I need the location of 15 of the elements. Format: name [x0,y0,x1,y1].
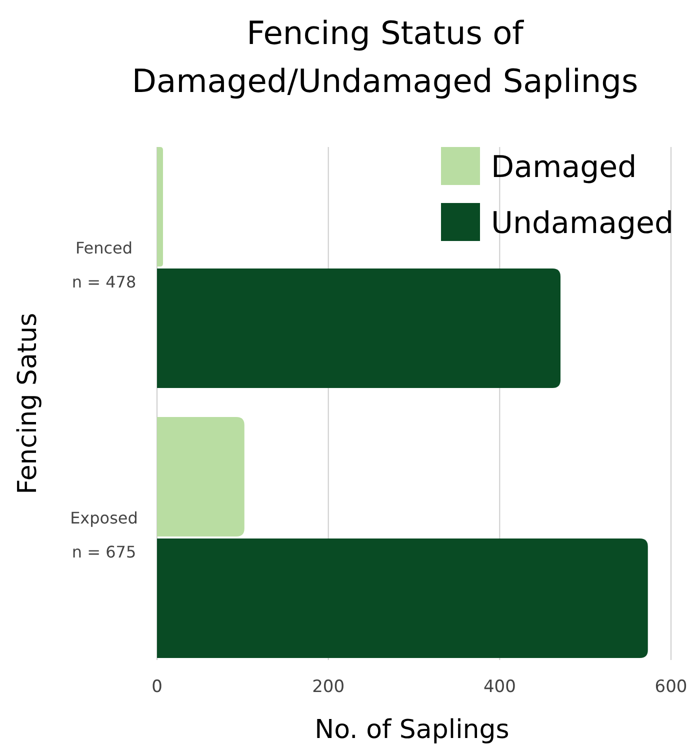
y-tick-label: Exposed n = 675 [70,508,138,562]
x-tick-label: 600 [654,677,688,697]
bar [157,268,560,388]
legend-label: Damaged [491,150,637,185]
bar [157,417,244,536]
x-tick-label: 400 [483,677,516,697]
legend-label: Undamaged [491,206,674,241]
chart-title: Fencing Status of Damaged/Undamaged Saplings [132,14,638,100]
bar [157,147,163,266]
x-tick-label: 200 [312,677,345,697]
y-tick-label: Fenced n = 478 [72,238,136,292]
bar [157,538,648,658]
y-axis-title: Fencing Satus [13,312,43,494]
x-axis-title: No. of Saplings [314,715,510,744]
x-tick-label: 0 [152,677,162,697]
